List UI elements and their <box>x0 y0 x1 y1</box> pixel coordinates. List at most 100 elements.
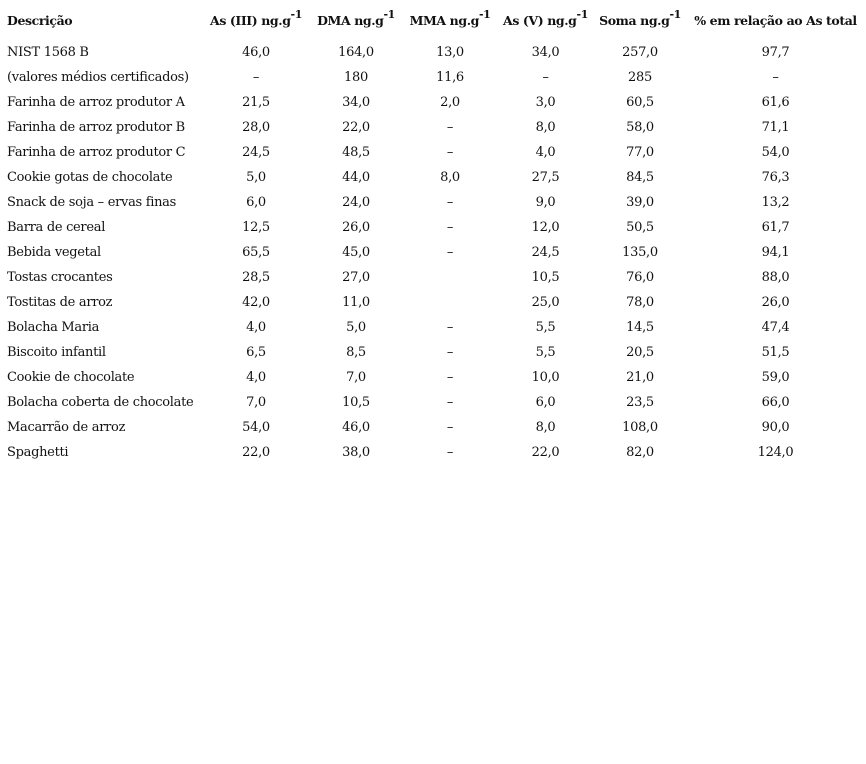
cell-as3: 28,5 <box>242 270 270 285</box>
cell-descricao: Tostitas de arroz <box>7 295 113 310</box>
cell-dma: 7,0 <box>346 370 366 385</box>
cell-percent: 26,0 <box>761 295 790 310</box>
cell-mma <box>404 265 496 290</box>
cell-descricao: (valores médios certificados) <box>7 70 189 85</box>
cell-as3: 6,0 <box>246 195 266 210</box>
cell-as5: 8,0 <box>535 120 556 135</box>
unit-exponent: -1 <box>479 8 491 22</box>
header-as5: As (V) ng.g-1 <box>503 8 589 28</box>
cell-dma: 45,0 <box>342 245 370 260</box>
cell-soma: 257,0 <box>622 45 658 60</box>
cell-soma: 21,0 <box>626 370 654 385</box>
cell-soma: 84,5 <box>626 170 654 185</box>
cell-soma: 285 <box>628 70 652 85</box>
cell-dma: 22,0 <box>342 120 370 135</box>
cell-descricao: Barra de cereal <box>7 220 106 235</box>
table-row: Cookie de chocolate 4,0 7,0 – 10,0 21,0 … <box>0 365 866 390</box>
cell-as3: 22,0 <box>242 445 270 460</box>
table-row: Farinha de arroz produtor B 28,0 22,0 – … <box>0 115 866 140</box>
cell-soma: 50,5 <box>626 220 654 235</box>
header-soma: Soma ng.g-1 <box>599 8 681 28</box>
cell-mma: – <box>446 120 454 135</box>
cell-descricao: Snack de soja – ervas finas <box>7 195 176 210</box>
table-row: Bebida vegetal 65,5 45,0 – 24,5 135,0 94… <box>0 240 866 265</box>
header-mma: MMA ng.g-1 <box>409 8 491 28</box>
cell-as3: 42,0 <box>242 295 270 310</box>
cell-dma: 44,0 <box>342 170 370 185</box>
cell-mma: – <box>446 145 454 160</box>
cell-as3: 4,0 <box>246 320 266 335</box>
header-as3: As (III) ng.g-1 <box>210 8 302 28</box>
cell-dma: 38,0 <box>342 445 370 460</box>
cell-as5: 10,5 <box>531 270 560 285</box>
cell-as3: 7,0 <box>246 395 266 410</box>
header-percent: % em relação ao As total <box>694 12 857 28</box>
cell-descricao: Cookie de chocolate <box>7 370 135 385</box>
cell-mma: – <box>446 445 454 460</box>
cell-soma: 39,0 <box>626 195 654 210</box>
cell-descricao: Bolacha coberta de chocolate <box>7 395 194 410</box>
table-row: Farinha de arroz produtor A 21,5 34,0 2,… <box>0 90 866 115</box>
table-row: Snack de soja – ervas finas 6,0 24,0 – 9… <box>0 190 866 215</box>
cell-percent: 61,6 <box>761 95 790 110</box>
cell-as5: 25,0 <box>531 295 560 310</box>
table-row: Tostitas de arroz 42,0 11,0 25,0 78,0 26… <box>0 290 866 315</box>
table-row: Barra de cereal 12,5 26,0 – 12,0 50,5 61… <box>0 215 866 240</box>
cell-percent: 76,3 <box>761 170 790 185</box>
cell-descricao: Macarrão de arroz <box>7 420 126 435</box>
cell-dma: 11,0 <box>342 295 370 310</box>
cell-soma: 76,0 <box>626 270 654 285</box>
cell-dma: 48,5 <box>342 145 370 160</box>
cell-percent: 88,0 <box>761 270 790 285</box>
cell-as3: 12,5 <box>242 220 270 235</box>
cell-as5: 3,0 <box>535 95 556 110</box>
cell-descricao: Cookie gotas de chocolate <box>7 170 173 185</box>
cell-as3: 28,0 <box>242 120 270 135</box>
cell-percent: 47,4 <box>761 320 790 335</box>
cell-percent: 71,1 <box>761 120 790 135</box>
cell-as5: 5,5 <box>535 345 556 360</box>
cell-as5: 5,5 <box>535 320 556 335</box>
cell-mma: – <box>446 420 454 435</box>
cell-soma: 77,0 <box>626 145 654 160</box>
table-row: NIST 1568 B 46,0 164,0 13,0 34,0 257,0 9… <box>0 40 866 65</box>
cell-percent: 94,1 <box>761 245 790 260</box>
cell-descricao: Farinha de arroz produtor A <box>7 95 185 110</box>
cell-soma: 23,5 <box>626 395 654 410</box>
cell-as3: – <box>252 70 260 85</box>
cell-mma: – <box>446 370 454 385</box>
cell-mma: – <box>446 220 454 235</box>
cell-mma: 13,0 <box>436 45 464 60</box>
cell-dma: 34,0 <box>342 95 370 110</box>
cell-as3: 65,5 <box>242 245 270 260</box>
unit-exponent: -1 <box>576 8 589 22</box>
cell-dma: 5,0 <box>346 320 366 335</box>
table-row: Biscoito infantil 6,5 8,5 – 5,5 20,5 51,… <box>0 340 866 365</box>
header-row: Descrição As (III) ng.g-1 DMA ng.g-1 MMA… <box>0 0 866 40</box>
cell-soma: 108,0 <box>622 420 658 435</box>
cell-mma: – <box>446 345 454 360</box>
cell-as5: 6,0 <box>535 395 556 410</box>
table-row: Bolacha coberta de chocolate 7,0 10,5 – … <box>0 390 866 415</box>
cell-percent: 124,0 <box>757 445 794 460</box>
cell-percent: – <box>772 70 779 85</box>
cell-descricao: Tostas crocantes <box>7 270 113 285</box>
table-row: Macarrão de arroz 54,0 46,0 – 8,0 108,0 … <box>0 415 866 440</box>
cell-as3: 4,0 <box>246 370 266 385</box>
cell-as3: 6,5 <box>246 345 266 360</box>
cell-descricao: Bolacha Maria <box>7 320 100 335</box>
cell-descricao: Farinha de arroz produtor C <box>7 145 186 160</box>
cell-as5: 9,0 <box>535 195 556 210</box>
cell-percent: 97,7 <box>761 45 790 60</box>
cell-as5: 22,0 <box>531 445 560 460</box>
unit-exponent: -1 <box>383 8 396 22</box>
cell-mma: – <box>446 395 454 410</box>
table-row: Cookie gotas de chocolate 5,0 44,0 8,0 2… <box>0 165 866 190</box>
cell-as5: 8,0 <box>535 420 556 435</box>
cell-mma: – <box>446 245 454 260</box>
cell-percent: 51,5 <box>761 345 790 360</box>
cell-dma: 24,0 <box>342 195 370 210</box>
header-descricao: Descrição <box>7 12 73 28</box>
table-row: Bolacha Maria 4,0 5,0 – 5,5 14,5 47,4 <box>0 315 866 340</box>
cell-as3: 46,0 <box>242 45 270 60</box>
